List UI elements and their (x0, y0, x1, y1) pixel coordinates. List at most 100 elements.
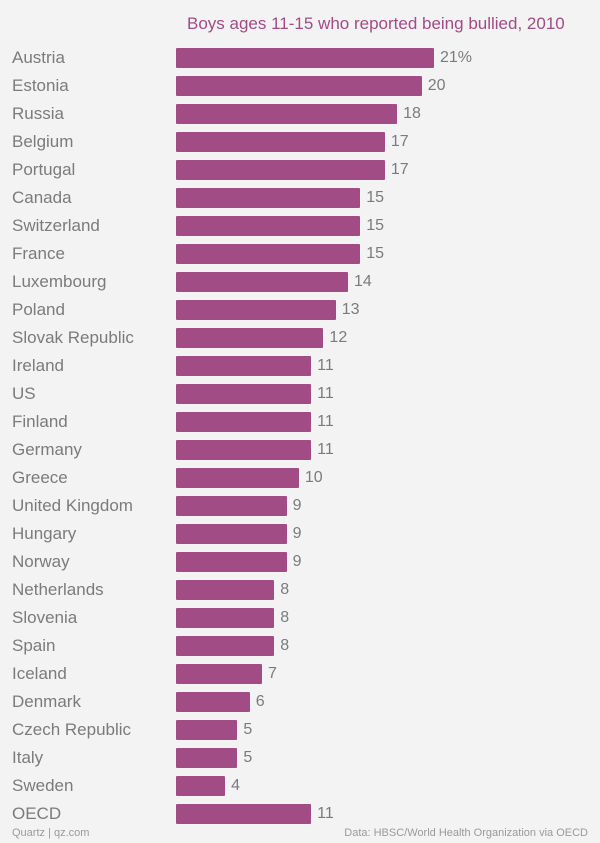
row-label: US (12, 384, 176, 404)
row-label: Canada (12, 188, 176, 208)
bar (176, 496, 287, 516)
bar (176, 104, 397, 124)
bar (176, 244, 360, 264)
chart-row: Czech Republic 5 (12, 716, 588, 744)
chart-row: Slovak Republic12 (12, 324, 588, 352)
bar-cell: 11 (176, 356, 588, 376)
row-label: Greece (12, 468, 176, 488)
chart-row: Switzerland15 (12, 212, 588, 240)
chart-title: Boys ages 11-15 who reported being bulli… (12, 14, 588, 34)
chart-rows: Austria21%Estonia20Russia18Belgium17Port… (12, 44, 588, 828)
row-label: France (12, 244, 176, 264)
bar (176, 748, 237, 768)
bar-value: 11 (317, 357, 334, 375)
bar (176, 48, 434, 68)
bar (176, 524, 287, 544)
row-label: Germany (12, 440, 176, 460)
bar-value: 5 (243, 749, 252, 767)
chart-row: Poland 13 (12, 296, 588, 324)
chart-row: Iceland7 (12, 660, 588, 688)
bar-value: 14 (354, 273, 372, 291)
bar-value: 10 (305, 469, 323, 487)
bar-cell: 11 (176, 412, 588, 432)
bar (176, 580, 274, 600)
bar-value: 11 (317, 805, 334, 823)
bar (176, 76, 422, 96)
bar (176, 608, 274, 628)
bar-value: 21% (440, 49, 472, 67)
chart-row: Sweden4 (12, 772, 588, 800)
bar (176, 300, 336, 320)
row-label: Poland (12, 300, 176, 320)
bar-cell: 4 (176, 776, 588, 796)
bar-value: 11 (317, 413, 334, 431)
bar (176, 272, 348, 292)
row-label: Norway (12, 552, 176, 572)
chart-row: Canada 15 (12, 184, 588, 212)
bar-cell: 10 (176, 468, 588, 488)
row-label: OECD (12, 804, 176, 824)
chart-row: Ireland11 (12, 352, 588, 380)
row-label: Iceland (12, 664, 176, 684)
bar-value: 18 (403, 105, 421, 123)
chart-container: Boys ages 11-15 who reported being bulli… (0, 0, 600, 843)
chart-row: Italy5 (12, 744, 588, 772)
bar-value: 15 (366, 217, 384, 235)
bar-value: 12 (329, 329, 347, 347)
chart-row: US 11 (12, 380, 588, 408)
chart-row: Russia18 (12, 100, 588, 128)
bar (176, 440, 311, 460)
row-label: Luxembourg (12, 272, 176, 292)
bar-cell: 8 (176, 636, 588, 656)
bar (176, 776, 225, 796)
bar-value: 8 (280, 581, 289, 599)
bar (176, 664, 262, 684)
bar-value: 15 (366, 189, 384, 207)
chart-row: Norway9 (12, 548, 588, 576)
bar-value: 17 (391, 161, 409, 179)
bar-value: 17 (391, 133, 409, 151)
bar (176, 216, 360, 236)
bar (176, 356, 311, 376)
bar-cell: 15 (176, 216, 588, 236)
bar (176, 468, 299, 488)
bar-value: 5 (243, 721, 252, 739)
bar-cell: 7 (176, 664, 588, 684)
chart-row: OECD 11 (12, 800, 588, 828)
bar-cell: 5 (176, 720, 588, 740)
row-label: Czech Republic (12, 720, 176, 740)
row-label: Sweden (12, 776, 176, 796)
chart-row: Luxembourg 14 (12, 268, 588, 296)
bar-value: 11 (317, 385, 334, 403)
bar-cell: 13 (176, 300, 588, 320)
bar (176, 188, 360, 208)
bar-cell: 21% (176, 48, 588, 68)
bar-cell: 20 (176, 76, 588, 96)
bar (176, 552, 287, 572)
chart-row: Portugal17 (12, 156, 588, 184)
bar-value: 13 (342, 301, 360, 319)
row-label: United Kingdom (12, 496, 176, 516)
bar-value: 11 (317, 441, 334, 459)
bar-cell: 8 (176, 580, 588, 600)
bar (176, 692, 250, 712)
bar-value: 15 (366, 245, 384, 263)
chart-row: Finland 11 (12, 408, 588, 436)
row-label: Belgium (12, 132, 176, 152)
row-label: Finland (12, 412, 176, 432)
bar-value: 20 (428, 77, 446, 95)
row-label: Spain (12, 636, 176, 656)
bar (176, 132, 385, 152)
bar-cell: 12 (176, 328, 588, 348)
bar (176, 636, 274, 656)
footer-source-right: Data: HBSC/World Health Organization via… (344, 827, 588, 839)
bar-cell: 9 (176, 496, 588, 516)
bar (176, 384, 311, 404)
bar-cell: 5 (176, 748, 588, 768)
chart-row: Belgium 17 (12, 128, 588, 156)
chart-footer: Quartz | qz.com Data: HBSC/World Health … (12, 827, 588, 839)
footer-source-left: Quartz | qz.com (12, 827, 89, 839)
bar-value: 8 (280, 637, 289, 655)
bar-cell: 6 (176, 692, 588, 712)
row-label: Slovenia (12, 608, 176, 628)
